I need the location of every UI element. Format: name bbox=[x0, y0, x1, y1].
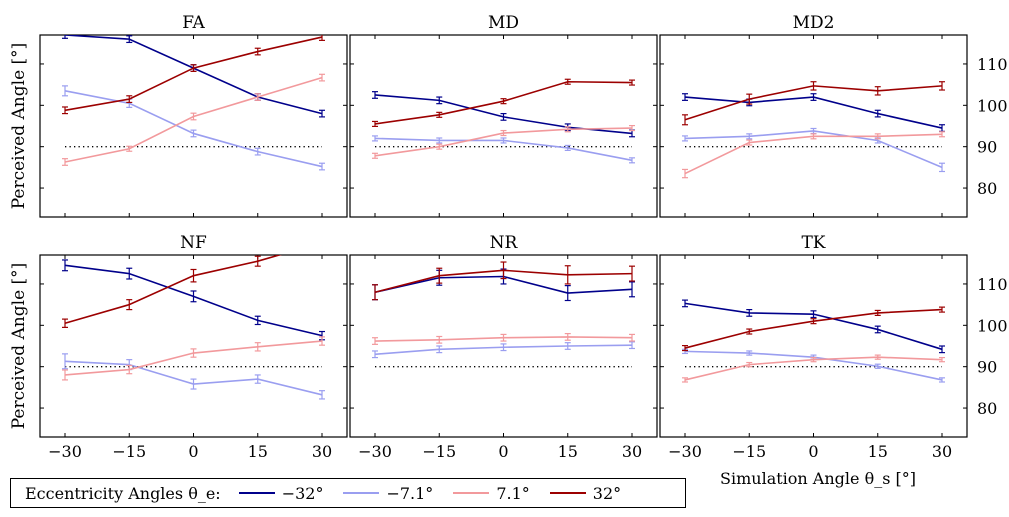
y-tick-label: 100 bbox=[977, 316, 1008, 335]
legend-item-neg7: −7.1° bbox=[343, 484, 433, 503]
x-tick-label: −15 bbox=[112, 442, 146, 461]
legend-item-pos7: 7.1° bbox=[453, 483, 530, 503]
legend-item-pos32: 32° bbox=[549, 483, 622, 503]
y-tick-label: 110 bbox=[977, 55, 1008, 74]
series-line-fa-neg32 bbox=[64, 35, 323, 115]
panel-title: MD bbox=[488, 13, 519, 33]
legend-title: Eccentricity Angles θ_e: bbox=[25, 483, 221, 503]
y-axis-label: Perceived Angle [°] bbox=[9, 263, 29, 430]
panel-frame bbox=[39, 34, 348, 218]
legend-label-pos7: 7.1° bbox=[496, 483, 530, 503]
legend-swatch-neg32 bbox=[238, 492, 275, 494]
series-line-nf-71 bbox=[64, 340, 323, 376]
panel-title: FA bbox=[182, 13, 205, 33]
series-line-nf-neg71 bbox=[64, 360, 323, 396]
panel-frame bbox=[349, 34, 658, 218]
x-tick-label: 0 bbox=[188, 442, 198, 461]
panel-fa: FA bbox=[39, 13, 348, 218]
legend-swatch-neg7 bbox=[343, 492, 380, 494]
x-tick-label: 30 bbox=[622, 442, 642, 461]
series-line-md2-neg32 bbox=[684, 96, 943, 129]
panel-title: MD2 bbox=[793, 13, 835, 33]
legend-swatch-pos7 bbox=[453, 492, 490, 494]
y-tick-label: 100 bbox=[977, 96, 1008, 115]
panel-md: MD bbox=[349, 13, 658, 218]
panel-title: NF bbox=[180, 233, 207, 253]
legend: Eccentricity Angles θ_e: −32° −7.1° 7.1°… bbox=[10, 478, 686, 508]
x-tick-label: −15 bbox=[732, 442, 766, 461]
x-tick-label: 30 bbox=[312, 442, 332, 461]
x-tick-label: 15 bbox=[248, 442, 268, 461]
panel-title: NR bbox=[490, 233, 519, 253]
x-tick-label: −30 bbox=[48, 442, 82, 461]
legend-label-neg32: −32° bbox=[281, 483, 324, 503]
x-tick-label: −30 bbox=[668, 442, 702, 461]
panel-frame bbox=[659, 254, 968, 438]
legend-label-pos32: 32° bbox=[592, 483, 622, 503]
x-axis-label: Simulation Angle θ_s [°] bbox=[720, 469, 916, 488]
panel-title: TK bbox=[801, 233, 825, 253]
y-tick-label: 80 bbox=[977, 399, 997, 418]
legend-label-neg7: −7.1° bbox=[386, 483, 434, 503]
x-tick-label: 0 bbox=[498, 442, 508, 461]
x-tick-label: 15 bbox=[558, 442, 578, 461]
x-tick-label: −30 bbox=[358, 442, 392, 461]
x-tick-label: 15 bbox=[868, 442, 888, 461]
series-line-md2-32 bbox=[684, 85, 943, 121]
x-tick-label: 30 bbox=[932, 442, 952, 461]
panel-tk: TK −30 −15 0 15 30 80 90 100 110 bbox=[659, 233, 1008, 461]
series-line-fa-32 bbox=[64, 36, 323, 112]
panel-nr: NR −30 −15 0 15 30 bbox=[349, 233, 658, 461]
x-tick-label: 0 bbox=[808, 442, 818, 461]
y-tick-label: 80 bbox=[977, 179, 997, 198]
y-tick-label: 90 bbox=[977, 358, 997, 377]
y-tick-label: 110 bbox=[977, 275, 1008, 294]
legend-swatch-pos32 bbox=[549, 492, 586, 494]
panel-frame bbox=[659, 34, 968, 218]
y-axis-label: Perceived Angle [°] bbox=[9, 43, 29, 210]
series-line-md2-71 bbox=[684, 133, 943, 175]
legend-item-neg32: −32° bbox=[238, 483, 324, 503]
series-line-fa-neg71 bbox=[64, 90, 323, 168]
panel-nf: NF −30 −15 0 15 30 bbox=[39, 233, 348, 461]
x-tick-label: −15 bbox=[422, 442, 456, 461]
y-tick-label: 90 bbox=[977, 138, 997, 157]
panel-md2: MD2 80 90 100 110 bbox=[659, 13, 1008, 218]
